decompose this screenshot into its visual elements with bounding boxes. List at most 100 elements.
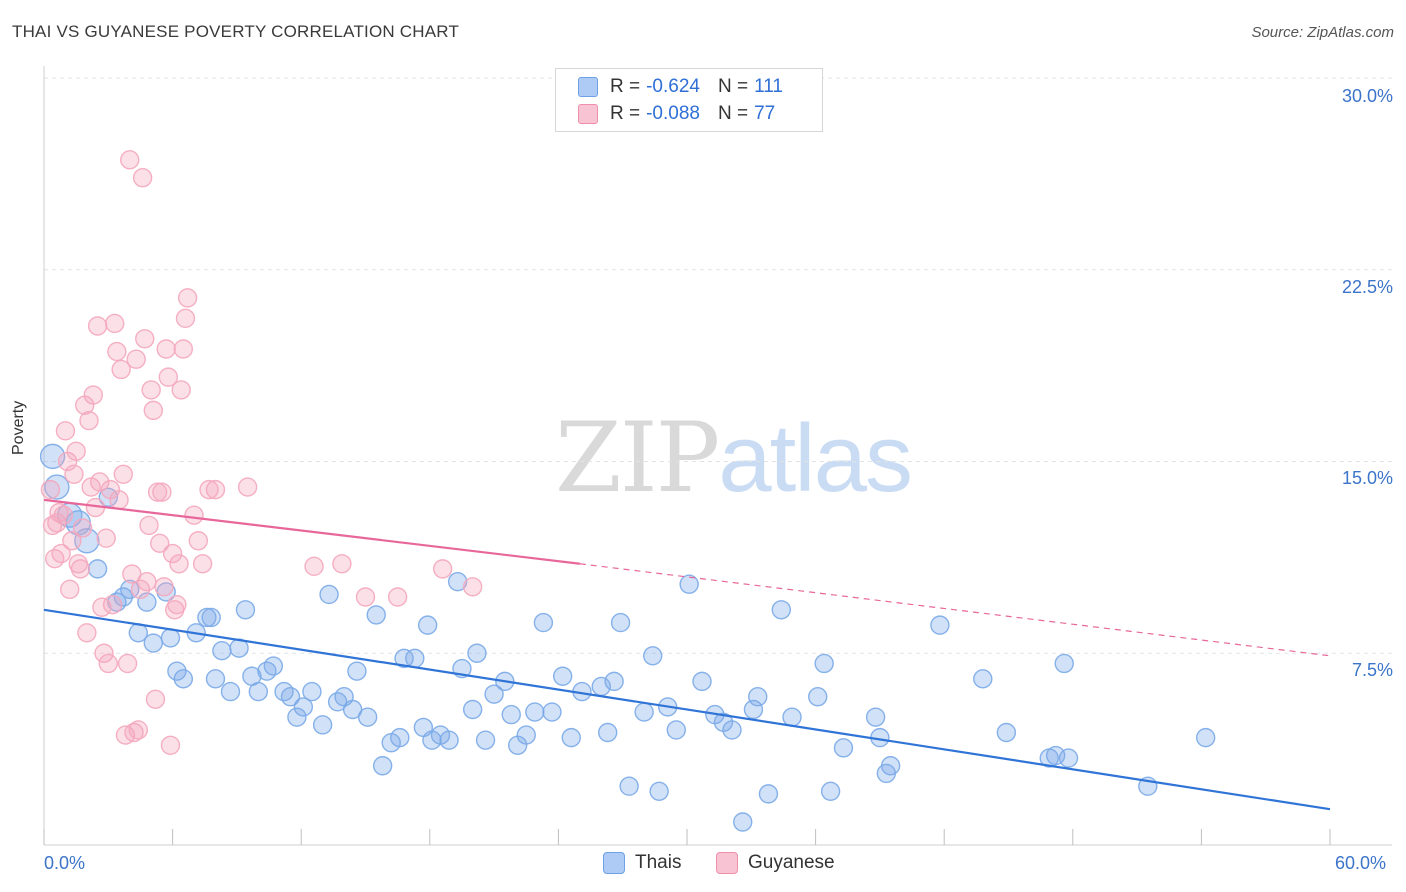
guyanese-point	[109, 490, 129, 510]
guyanese-point	[145, 689, 166, 709]
guyanese-point	[355, 587, 376, 607]
guyanese-point	[184, 505, 204, 525]
thais-point	[634, 702, 654, 722]
thais-point	[394, 648, 414, 669]
thais-point	[263, 656, 284, 676]
thais-point	[327, 692, 348, 712]
guyanese-point	[158, 367, 179, 387]
guyanese-point	[98, 653, 119, 674]
thais-point	[357, 707, 378, 727]
thais-point	[808, 687, 828, 707]
thais-point	[220, 681, 241, 702]
thais-point	[880, 756, 901, 776]
thais-point	[257, 661, 277, 681]
legend-n-label: N =	[717, 76, 749, 97]
thais-point	[366, 605, 386, 625]
legend-r-label: R =	[610, 76, 641, 97]
guyanese-point	[141, 380, 161, 400]
thais-point	[205, 669, 226, 689]
guyanese-point	[53, 505, 73, 525]
guyanese-point	[83, 385, 103, 405]
legend-label-guyanese: Guyanese	[748, 852, 835, 873]
watermark: ZIPatlas	[555, 402, 913, 514]
guyanese-point	[205, 479, 226, 500]
legend-row-guyanese: R = -0.088 N = 77	[578, 102, 775, 126]
thais-point	[417, 615, 438, 635]
guyanese-point	[237, 477, 258, 497]
guyanese-point	[332, 554, 352, 574]
guyanese-point	[304, 556, 324, 577]
guyanese-point	[107, 341, 127, 362]
guyanese-point	[64, 464, 84, 484]
thais-point	[692, 671, 712, 692]
legend-label-thais: Thais	[635, 852, 682, 873]
thais-point	[501, 704, 521, 725]
legend-n-label: N =	[717, 103, 749, 124]
thais-point	[771, 600, 792, 620]
thais-point	[120, 579, 140, 600]
thais-point	[293, 697, 314, 717]
thais-point	[372, 756, 393, 776]
thais-point	[467, 643, 487, 663]
legend-swatch-guyanese	[716, 852, 738, 874]
guyanese-point	[462, 577, 483, 597]
guyanese-point	[132, 168, 153, 188]
thais-point	[274, 681, 294, 702]
legend-r-value: -0.088	[646, 103, 700, 124]
thais-point	[814, 653, 834, 674]
guyanese-point	[94, 643, 114, 663]
guyanese-point	[192, 554, 213, 574]
chart-title: THAI VS GUYANESE POVERTY CORRELATION CHA…	[12, 22, 460, 41]
guyanese-point	[150, 533, 170, 554]
guyanese-point	[171, 380, 191, 400]
guyanese-point	[117, 653, 138, 674]
thais-point	[833, 738, 854, 758]
legend-swatch-thais	[603, 852, 625, 874]
guyanese-point	[160, 735, 181, 755]
thais-point	[1058, 748, 1079, 768]
guyanese-point	[173, 339, 194, 359]
guyanese-point	[62, 531, 82, 551]
thais-point	[319, 584, 339, 605]
guyanese-point	[79, 410, 99, 431]
guyanese-point	[96, 528, 116, 548]
thais-point	[743, 699, 764, 720]
thais-point	[160, 628, 181, 648]
thais-point	[342, 699, 363, 720]
thais-point	[649, 781, 669, 802]
thais-point	[173, 669, 194, 689]
guyanese-point	[120, 150, 140, 170]
x-tick-max: 60.0%	[1335, 853, 1387, 873]
thais-point	[561, 727, 581, 748]
legend-item-guyanese[interactable]: Guyanese	[716, 852, 835, 874]
thais-point	[542, 702, 562, 722]
y-tick-22-5: 22.5%	[1341, 277, 1393, 297]
thais-point	[820, 781, 841, 802]
thais-point	[143, 633, 164, 653]
guyanese-point	[45, 548, 65, 569]
thais-point	[447, 571, 468, 592]
legend-n-value: 111	[754, 76, 783, 97]
guyanese-point	[51, 543, 71, 564]
thais-point	[74, 528, 100, 554]
legend-item-thais[interactable]: Thais	[603, 852, 681, 874]
guyanese-point	[188, 531, 209, 551]
guyanese-point	[154, 577, 174, 597]
guyanese-point	[143, 400, 164, 421]
guyanese-point	[156, 339, 176, 359]
thais-point	[347, 661, 367, 681]
watermark-zip: ZIP	[555, 402, 720, 514]
thais-point	[1054, 653, 1074, 674]
thais-point	[405, 648, 425, 669]
guyanese-point	[152, 482, 172, 502]
guyanese-point	[128, 720, 149, 740]
thais-point	[930, 615, 950, 635]
thais-trend-line	[43, 608, 1331, 811]
guyanese-point	[387, 587, 408, 607]
guyanese-point	[113, 464, 134, 484]
guyanese-point	[175, 308, 196, 329]
guyanese-point	[77, 623, 97, 643]
legend-r-label: R =	[610, 103, 641, 124]
thais-point	[679, 574, 699, 594]
thais-point	[533, 612, 554, 633]
